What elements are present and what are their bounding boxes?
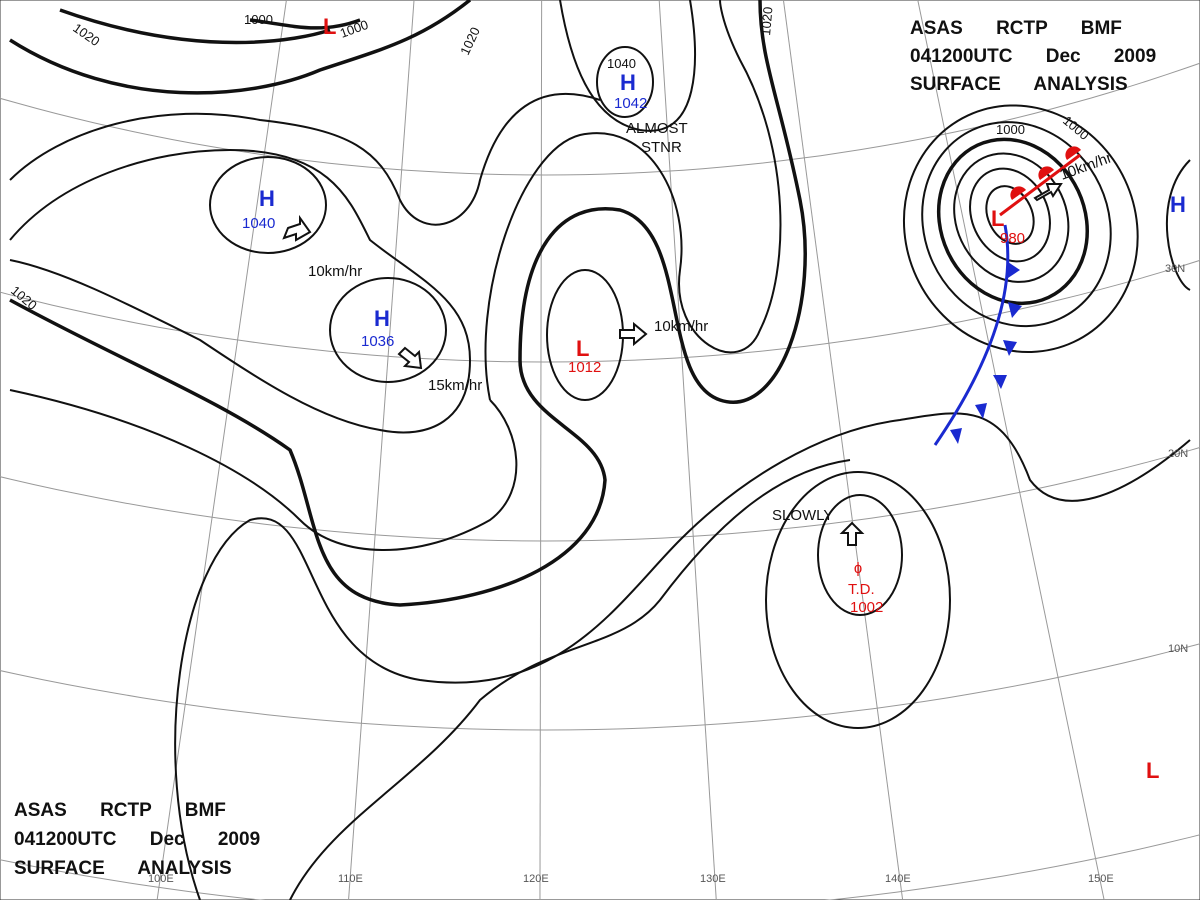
isobar-label: 1000 <box>244 12 273 27</box>
motion-arrow <box>1033 183 1063 202</box>
fronts <box>933 146 1081 446</box>
longitude-line <box>658 0 717 900</box>
motion-arrow <box>282 214 312 242</box>
low-symbol: L <box>1146 758 1159 783</box>
latitude-line <box>0 446 1200 542</box>
isobar <box>985 185 1035 245</box>
isobar <box>9 389 518 551</box>
latitude-label: 30N <box>1165 263 1185 275</box>
isobar <box>817 494 903 616</box>
longitude-line <box>917 0 1105 900</box>
longitude-label: 130E <box>700 873 726 885</box>
longitude-line <box>782 0 904 900</box>
isobar <box>1166 159 1191 291</box>
isobar <box>174 412 1191 900</box>
isobars <box>9 0 1191 900</box>
high-symbol: H <box>1170 192 1186 217</box>
header-line: SURFACE ANALYSIS <box>910 74 1128 95</box>
motion-arrows <box>282 183 1063 546</box>
isobar-label: 1000 <box>996 122 1025 137</box>
header-line: 041200UTC Dec 2009 <box>910 46 1156 67</box>
isobar <box>289 459 851 900</box>
pressure-value: 1002 <box>850 599 883 616</box>
pressure-value: 980 <box>1000 230 1025 247</box>
motion-arrow <box>619 321 648 347</box>
high-symbol: H <box>374 306 390 331</box>
isobar <box>902 104 1139 353</box>
longitude-line <box>348 0 415 900</box>
cold-front <box>933 224 1010 446</box>
motion-label: STNR <box>641 139 682 156</box>
isobar <box>921 121 1112 328</box>
motion-arrow <box>839 521 865 546</box>
low-symbol: L <box>991 206 1004 231</box>
motion-label: SLOWLY <box>772 507 833 524</box>
motion-label: 15km/hr <box>428 377 482 394</box>
low-symbol: L <box>323 14 336 39</box>
isobar-1000 <box>59 8 361 45</box>
isobar-1020 <box>9 0 807 607</box>
header-line: ASAS RCTP BMF <box>910 18 1122 39</box>
high-symbol: H <box>620 70 636 95</box>
motion-label: 10km/hr <box>308 263 362 280</box>
latitude-line <box>0 834 1200 900</box>
low-symbol: L <box>576 336 589 361</box>
isobar-label: 1040 <box>607 56 636 71</box>
isobar <box>765 471 951 729</box>
longitude-label: 120E <box>523 873 549 885</box>
longitude-label: 100E <box>148 873 174 885</box>
warm-front-symbols <box>1010 146 1081 200</box>
header-line: SURFACE ANALYSIS <box>14 858 232 879</box>
header-line: 041200UTC Dec 2009 <box>14 829 260 850</box>
pressure-value: 1036 <box>361 333 394 350</box>
isobar <box>209 156 327 254</box>
isobar <box>484 0 782 401</box>
warm-front <box>999 153 1081 217</box>
isobar <box>596 46 654 118</box>
longitude-line <box>539 0 543 900</box>
motion-arrow <box>397 346 423 370</box>
isobar <box>969 167 1051 263</box>
isobar-label: 1020 <box>758 6 775 36</box>
pressure-value: 1042 <box>614 95 647 112</box>
isobar <box>559 0 696 132</box>
pressure-value: 1040 <box>242 215 275 232</box>
longitude-label: 150E <box>1088 873 1114 885</box>
pressure-value: 1012 <box>568 359 601 376</box>
isobar <box>329 277 447 383</box>
high-symbol: H <box>259 186 275 211</box>
latitude-label: 10N <box>1168 643 1188 655</box>
longitude-label: 140E <box>885 873 911 885</box>
header-line: ASAS RCTP BMF <box>14 800 226 821</box>
latitude-line <box>0 259 1200 363</box>
latitude-line <box>0 643 1200 731</box>
isobar <box>9 92 601 226</box>
motion-label: ALMOST <box>626 120 688 137</box>
longitude-line <box>156 0 287 900</box>
td-symbol: ɸ <box>854 560 862 577</box>
longitude-label: 110E <box>338 873 363 885</box>
latitude-label: 20N <box>1168 448 1188 460</box>
isobar <box>9 148 472 434</box>
isobar-1020 <box>9 0 472 95</box>
motion-label: 10km/hr <box>654 318 708 335</box>
td-label: T.D. <box>848 581 875 598</box>
isobar <box>953 152 1070 283</box>
isobar-1000 <box>936 137 1089 306</box>
